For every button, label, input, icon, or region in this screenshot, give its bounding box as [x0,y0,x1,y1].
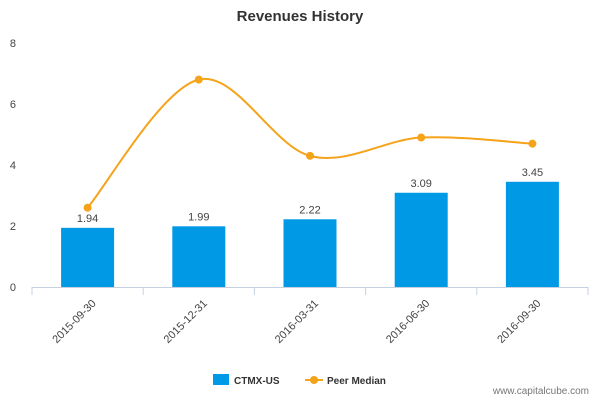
legend-label-line[interactable]: Peer Median [327,376,386,387]
bar-value-label: 3.09 [410,178,431,190]
bar[interactable] [505,181,559,287]
bar-value-label: 2.22 [299,204,320,216]
y-tick-label: 2 [10,221,16,233]
y-tick-label: 6 [10,99,16,111]
y-tick-label: 8 [10,38,16,50]
y-tick-label: 4 [10,160,16,172]
watermark[interactable]: www.capitalcube.com [492,386,589,397]
legend: CTMX-US Peer Median [213,374,386,387]
legend-swatch-marker [310,376,318,384]
bar[interactable] [172,226,226,287]
line-point[interactable] [306,151,314,160]
legend-swatch-bar [213,374,229,385]
peer-median-line [86,78,533,209]
line-point[interactable] [194,75,203,84]
x-tick-label: 2015-12-31 [162,298,210,346]
line-point[interactable] [528,139,537,148]
bar-series [61,181,559,287]
x-tick-label: 2016-06-30 [384,298,432,346]
bar[interactable] [394,192,448,287]
bar-value-label: 1.94 [77,213,98,225]
bar[interactable] [283,219,337,287]
chart-title: Revenues History [237,8,364,25]
x-tick-label: 2016-03-31 [273,298,321,346]
line-point[interactable] [417,133,426,142]
y-tick-label: 0 [10,282,16,294]
x-axis: 2015-09-30 2015-12-31 2016-03-31 2016-06-30… [31,287,589,346]
bar-value-label: 1.99 [188,211,209,223]
line-point[interactable] [83,203,92,212]
x-tick-label: 2015-09-30 [50,298,98,346]
bar[interactable] [61,227,115,287]
legend-label-bar[interactable]: CTMX-US [234,376,280,387]
line-series [83,75,537,212]
y-axis: 0 2 4 6 8 [10,38,16,294]
bar-data-labels: 1.94 1.99 2.22 3.09 3.45 [77,167,543,225]
x-tick-label: 2016-09-30 [495,298,543,346]
bar-value-label: 3.45 [522,167,543,179]
